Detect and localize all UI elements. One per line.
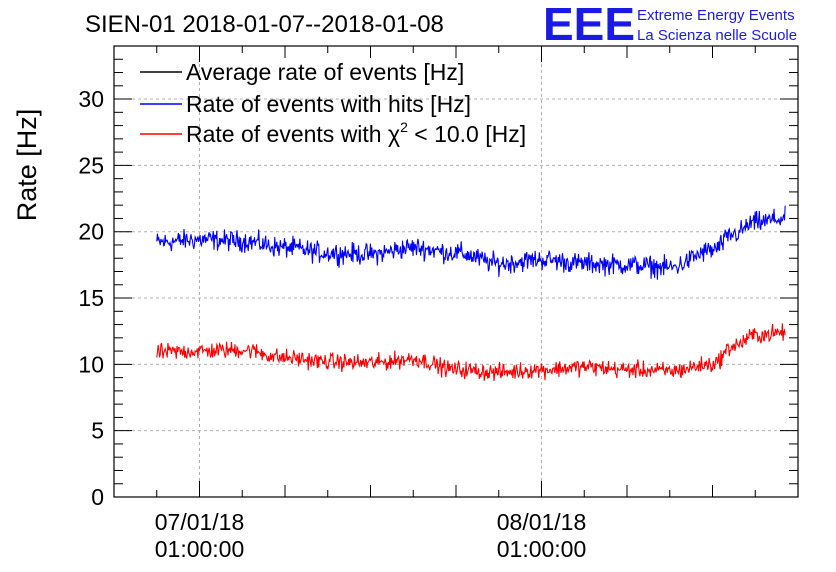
y-tick-label: 25 — [78, 152, 104, 178]
x-tick-label-time: 01:00:00 — [497, 536, 587, 562]
legend-label-chi2: Rate of events with χ2 < 10.0 [Hz] — [186, 119, 526, 147]
legend-label-average: Average rate of events [Hz] — [186, 59, 464, 85]
eee-logo-line1: Extreme Energy Events — [637, 7, 795, 24]
legend-chi2-suffix: < 10.0 [Hz] — [408, 121, 526, 147]
legend-chi2-prefix: Rate of events with — [186, 121, 388, 147]
grid-lines — [114, 46, 798, 497]
axis-ticks — [113, 45, 799, 498]
chart-title: SIEN-01 2018-01-07--2018-01-08 — [85, 11, 444, 38]
legend: Average rate of events [Hz] Rate of even… — [140, 59, 526, 147]
eee-logo: EEE Extreme Energy Events La Scienza nel… — [543, 0, 797, 50]
legend-label-hits: Rate of events with hits [Hz] — [186, 91, 471, 117]
y-tick-label: 20 — [78, 219, 104, 245]
y-tick-label: 5 — [91, 418, 104, 444]
series-line-2 — [156, 323, 786, 381]
legend-chi2-superscript: 2 — [400, 119, 408, 135]
y-axis-title: Rate [Hz] — [12, 109, 42, 222]
y-tick-labels: 0 5 10 15 20 25 30 — [78, 86, 104, 510]
eee-logo-letters: EEE — [543, 0, 635, 50]
x-tick-label-date: 08/01/18 — [497, 509, 587, 535]
y-tick-label: 10 — [78, 351, 104, 377]
x-tick-label-time: 01:00:00 — [155, 536, 245, 562]
series-line-1 — [156, 205, 786, 280]
eee-logo-line2: La Scienza nelle Scuole — [637, 27, 797, 44]
x-tick-label-date: 07/01/18 — [155, 509, 245, 535]
y-tick-label: 15 — [78, 285, 104, 311]
y-tick-label: 30 — [78, 86, 104, 112]
legend-chi2-symbol: χ — [388, 121, 400, 147]
series-lines — [156, 205, 786, 381]
y-tick-label: 0 — [91, 484, 104, 510]
